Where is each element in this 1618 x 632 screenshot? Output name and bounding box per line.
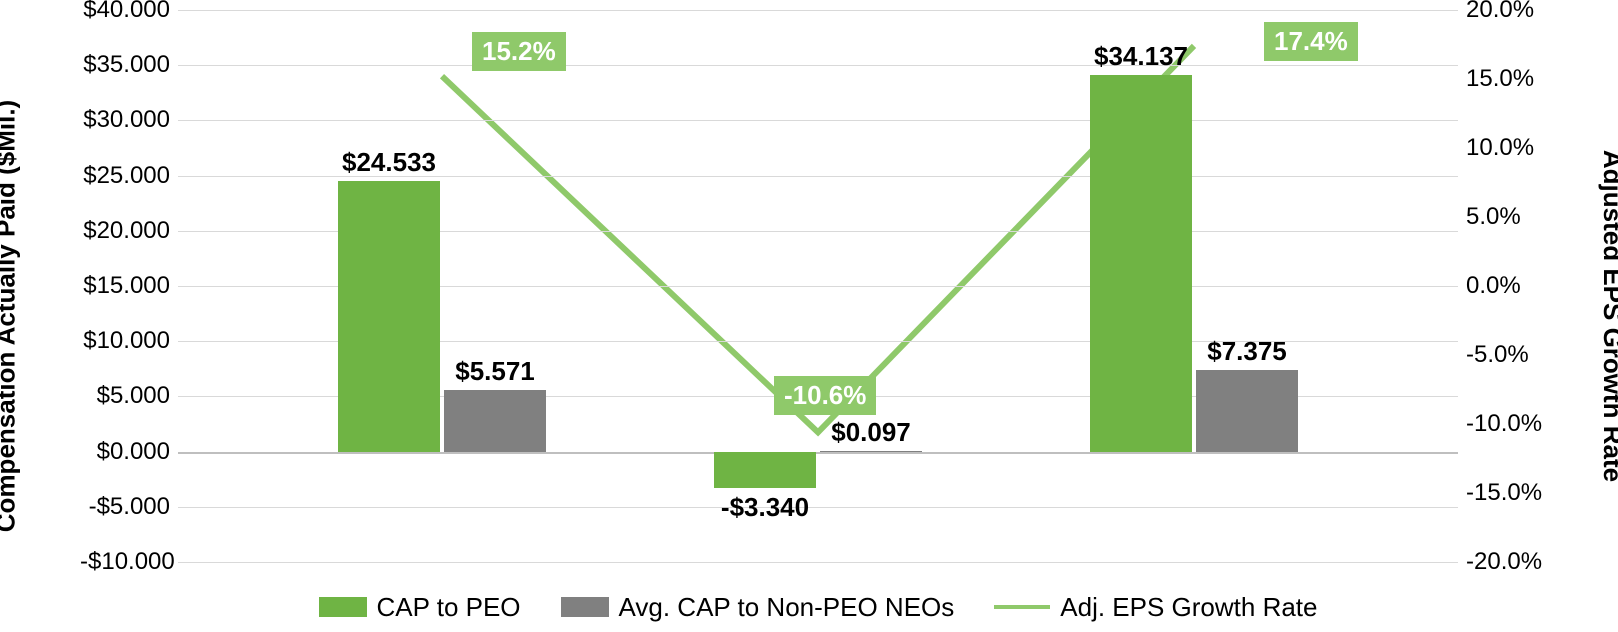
right-tick: -15.0% — [1466, 479, 1556, 507]
left-tick: $5.000 — [80, 382, 170, 410]
left-tick: $35.000 — [80, 51, 170, 79]
bar-peo — [714, 452, 816, 489]
bar-peo — [1090, 75, 1192, 452]
line-label-eps: 17.4% — [1264, 22, 1358, 61]
bar-label-nonpeo: $0.097 — [831, 417, 911, 448]
legend: CAP to PEO Avg. CAP to Non-PEO NEOs Adj.… — [178, 582, 1458, 632]
legend-label-peo: CAP to PEO — [377, 592, 521, 623]
left-tick: $10.000 — [80, 327, 170, 355]
left-tick: $30.000 — [80, 106, 170, 134]
grid-line — [178, 452, 1458, 454]
grid-line — [178, 562, 1458, 563]
left-tick: $20.000 — [80, 217, 170, 245]
line-label-eps: -10.6% — [774, 376, 876, 415]
right-tick: 15.0% — [1466, 65, 1556, 93]
bar-nonpeo — [820, 451, 922, 452]
grid-line — [178, 507, 1458, 508]
compensation-eps-chart: Compensation Actually Paid ($Mil.) Adjus… — [0, 0, 1618, 632]
right-tick: 20.0% — [1466, 0, 1556, 24]
right-tick: -5.0% — [1466, 341, 1556, 369]
legend-item-nonpeo: Avg. CAP to Non-PEO NEOs — [561, 592, 955, 623]
left-tick: -$5.000 — [80, 493, 170, 521]
bar-nonpeo — [1196, 370, 1298, 451]
legend-swatch-nonpeo — [561, 597, 609, 617]
grid-line — [178, 65, 1458, 66]
legend-label-nonpeo: Avg. CAP to Non-PEO NEOs — [619, 592, 955, 623]
line-label-eps: 15.2% — [472, 32, 566, 71]
left-tick: $40.000 — [80, 0, 170, 24]
left-tick: $0.000 — [80, 438, 170, 466]
bar-nonpeo — [444, 390, 546, 452]
grid-line — [178, 10, 1458, 11]
right-tick: 10.0% — [1466, 134, 1556, 162]
bar-label-peo: $34.137 — [1094, 41, 1188, 72]
bar-label-nonpeo: $7.375 — [1207, 336, 1287, 367]
right-tick: -10.0% — [1466, 410, 1556, 438]
left-tick: -$10.000 — [80, 548, 170, 576]
right-axis-label: Adjusted EPS Growth Rate — [1597, 150, 1618, 482]
bar-peo — [338, 181, 440, 452]
legend-item-eps: Adj. EPS Growth Rate — [994, 592, 1317, 623]
legend-label-eps: Adj. EPS Growth Rate — [1060, 592, 1317, 623]
legend-swatch-peo — [319, 597, 367, 617]
grid-line — [178, 120, 1458, 121]
left-axis-label: Compensation Actually Paid ($Mil.) — [0, 100, 22, 532]
legend-line-eps — [994, 605, 1050, 609]
right-tick: -20.0% — [1466, 548, 1556, 576]
right-tick: 0.0% — [1466, 272, 1556, 300]
plot-area: -$10.000-$5.000$0.000$5.000$10.000$15.00… — [178, 10, 1458, 562]
left-tick: $25.000 — [80, 162, 170, 190]
bar-label-nonpeo: $5.571 — [455, 356, 535, 387]
bar-label-peo: $24.533 — [342, 147, 436, 178]
bar-label-peo: -$3.340 — [721, 492, 809, 523]
left-tick: $15.000 — [80, 272, 170, 300]
right-tick: 5.0% — [1466, 203, 1556, 231]
legend-item-peo: CAP to PEO — [319, 592, 521, 623]
